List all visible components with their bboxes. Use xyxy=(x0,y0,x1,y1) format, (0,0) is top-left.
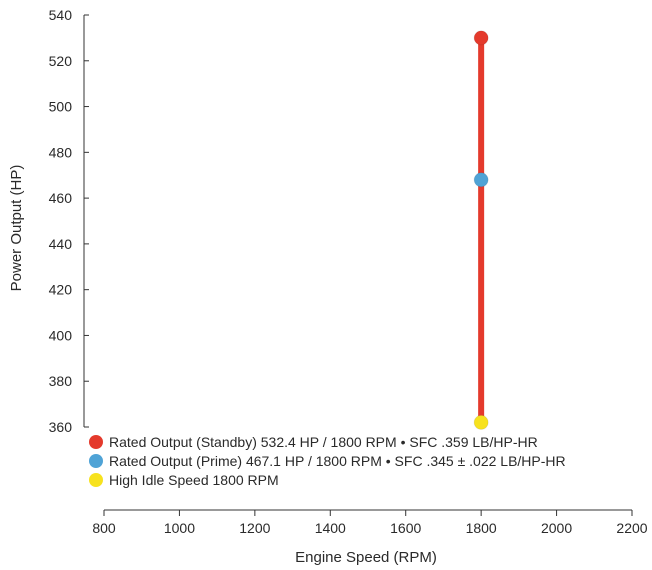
y-axis-title: Power Output (HP) xyxy=(8,165,25,292)
y-tick-label: 480 xyxy=(49,144,73,160)
prime-rated-point xyxy=(473,172,489,188)
y-tick-label: 520 xyxy=(49,53,73,69)
x-tick-label: 1600 xyxy=(390,520,421,536)
x-tick-label: 1200 xyxy=(239,520,270,536)
x-tick-label: 1400 xyxy=(315,520,346,536)
y-tick-label: 400 xyxy=(49,327,73,343)
y-tick-label: 440 xyxy=(49,236,73,252)
y-tick-label: 420 xyxy=(49,282,73,298)
y-tick-label: 380 xyxy=(49,373,73,389)
legend-swatch xyxy=(89,435,103,449)
x-tick-label: 2200 xyxy=(616,520,647,536)
legend-item-high-idle: High Idle Speed 1800 RPM xyxy=(109,472,279,488)
y-tick-label: 360 xyxy=(49,419,73,435)
legend: Rated Output (Standby) 532.4 HP / 1800 R… xyxy=(89,434,566,488)
axes: 360 380 400 420 440 460 480 500 520 540 800 1000 120… xyxy=(49,7,648,536)
x-tick-label: 1000 xyxy=(164,520,195,536)
x-tick-label: 800 xyxy=(92,520,116,536)
y-tick-label: 500 xyxy=(49,99,73,115)
high-idle-point xyxy=(473,414,489,430)
y-tick-label: 540 xyxy=(49,7,73,23)
legend-item-prime: Rated Output (Prime) 467.1 HP / 1800 RPM… xyxy=(109,453,566,469)
legend-item-standby: Rated Output (Standby) 532.4 HP / 1800 R… xyxy=(109,434,538,450)
x-axis-title: Engine Speed (RPM) xyxy=(295,549,437,566)
legend-swatch xyxy=(89,454,103,468)
standby-rated-point xyxy=(473,30,489,46)
plot-marks xyxy=(473,30,489,430)
x-tick-label: 2000 xyxy=(541,520,572,536)
y-tick-label: 460 xyxy=(49,190,73,206)
x-tick-label: 1800 xyxy=(466,520,497,536)
legend-swatch xyxy=(89,473,103,487)
